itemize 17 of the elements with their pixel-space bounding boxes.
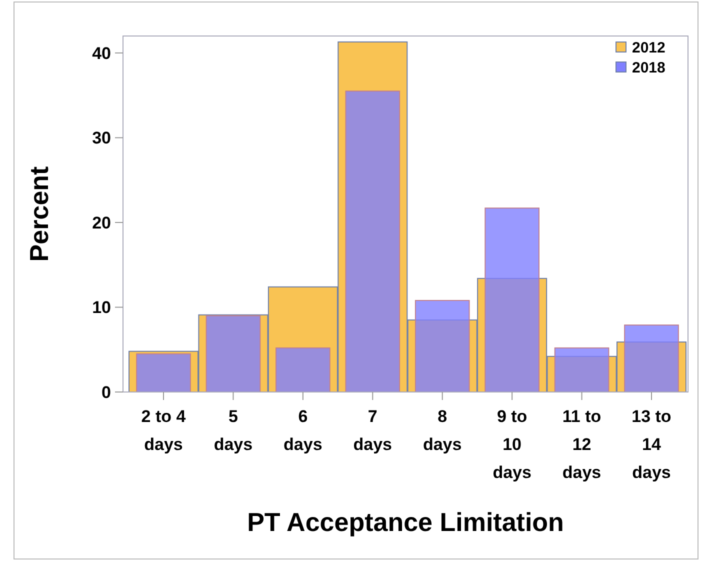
y-tick-label: 20: [92, 213, 111, 232]
x-tick-label: 5 days: [214, 407, 253, 454]
legend-label: 2012: [632, 39, 666, 56]
y-tick-label: 30: [92, 128, 111, 148]
x-tick-label: 13 to 14 days: [632, 407, 672, 482]
legend-label: 2018: [632, 59, 666, 76]
x-tick-label: 9 to 10 days: [492, 407, 532, 482]
y-axis-title: Percent: [24, 166, 54, 262]
x-tick-label: 11 to 12 days: [562, 407, 602, 482]
y-tick-label: 0: [102, 382, 111, 402]
y-tick-label: 40: [92, 44, 111, 63]
x-tick-label: 6 days: [284, 407, 322, 454]
x-tick-label: 2 to 4 days: [141, 407, 186, 454]
x-tick-label: 7 days: [353, 407, 392, 454]
x-tick-label: 8 days: [422, 407, 462, 454]
y-tick-label: 10: [92, 298, 111, 318]
x-axis-title: PT Acceptance Limitation: [247, 507, 564, 537]
